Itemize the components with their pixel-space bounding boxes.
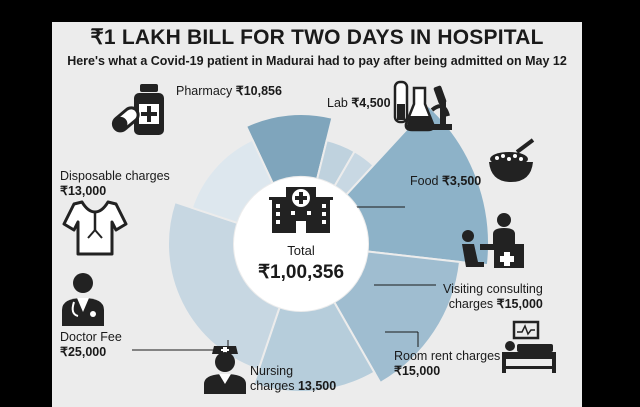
label-disposable-amount: ₹13,000 [60,184,107,198]
consultation-icon [462,213,524,268]
label-visiting: Visiting consulting charges ₹15,000 [443,282,543,312]
label-pharmacy-name: Pharmacy [176,84,233,98]
label-pharmacy: Pharmacy ₹10,856 [176,84,282,99]
label-room-line1: Room rent charges [394,349,501,363]
chart-subtitle: Here's what a Covid-19 patient in Madura… [67,54,567,68]
hospital-icon [269,187,333,233]
label-food-amount: ₹3,500 [441,174,482,188]
label-doctor-amount: ₹25,000 [60,345,107,359]
label-disposable: Disposable charges ₹13,000 [60,169,170,199]
label-nursing: Nursing charges 13,500 [250,364,336,394]
doctor-icon [62,273,104,326]
label-doctor-line1: Doctor Fee [60,330,122,344]
donut-center [234,177,368,311]
lab-flask-icon [393,80,452,132]
infographic-card: ₹1 LAKH BILL FOR TWO DAYS IN HOSPITAL He… [52,22,582,407]
label-visiting-line2: charges [448,297,494,311]
chart-title: ₹1 LAKH BILL FOR TWO DAYS IN HOSPITAL [90,26,544,49]
medicine-icon [111,84,164,135]
hospital-bed-icon [502,320,556,373]
nurse-icon [204,346,246,394]
label-visiting-amount: ₹15,000 [496,297,543,311]
label-visiting-line1: Visiting consulting [443,282,543,296]
total-label: Total [287,243,315,258]
label-lab-amount: ₹4,500 [351,96,391,110]
label-lab-name: Lab [327,96,348,110]
label-doctor: Doctor Fee ₹25,000 [60,330,122,360]
label-nursing-line1: Nursing [250,364,294,378]
label-nursing-line2: charges [250,379,295,393]
label-lab: Lab ₹4,500 [327,96,391,111]
food-bowl-icon [489,138,535,182]
label-nursing-amount: 13,500 [297,379,337,393]
label-food: Food ₹3,500 [410,174,481,189]
hospital-gown-icon [62,200,128,256]
donut-chart: Total ₹1,00,356 [132,104,490,393]
label-food-name: Food [410,174,439,188]
label-room-amount: ₹15,000 [394,364,441,378]
label-room: Room rent charges ₹15,000 [394,349,500,379]
label-disposable-line1: Disposable charges [60,169,170,183]
label-pharmacy-amount: ₹10,856 [235,84,282,98]
total-value: ₹1,00,356 [258,262,344,283]
